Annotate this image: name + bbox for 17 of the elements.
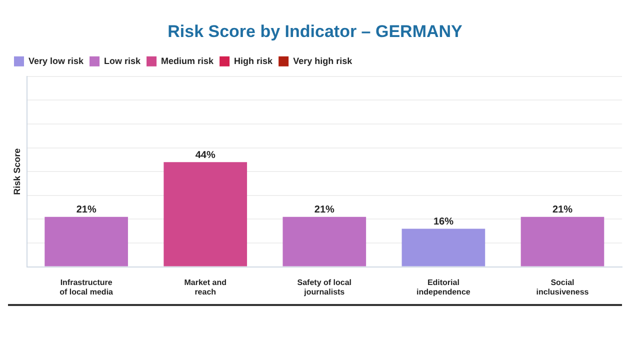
legend-label: Low risk <box>104 56 142 66</box>
x-tick-label: Safety of local journalists <box>297 278 352 296</box>
data-label: 16% <box>433 216 454 228</box>
data-label: 21% <box>552 204 573 216</box>
x-tick-label: Social inclusiveness <box>536 278 590 296</box>
x-tick-label: Market and reach <box>184 278 227 296</box>
data-label: 21% <box>76 204 96 216</box>
data-label: 21% <box>314 204 335 216</box>
data-label: 44% <box>195 150 216 161</box>
x-tick-label: Infrastructure of local media <box>60 278 114 296</box>
y-axis-title: Risk Score <box>12 148 22 195</box>
legend-label: Medium risk <box>161 56 215 66</box>
legend-label: High risk <box>234 56 274 66</box>
chart-title: Risk Score by Indicator – GERMANY <box>168 22 464 41</box>
legend-label: Very low risk <box>28 56 85 66</box>
x-tick-label: Editorial independence <box>416 278 471 296</box>
legend-label: Very high risk <box>293 56 354 66</box>
